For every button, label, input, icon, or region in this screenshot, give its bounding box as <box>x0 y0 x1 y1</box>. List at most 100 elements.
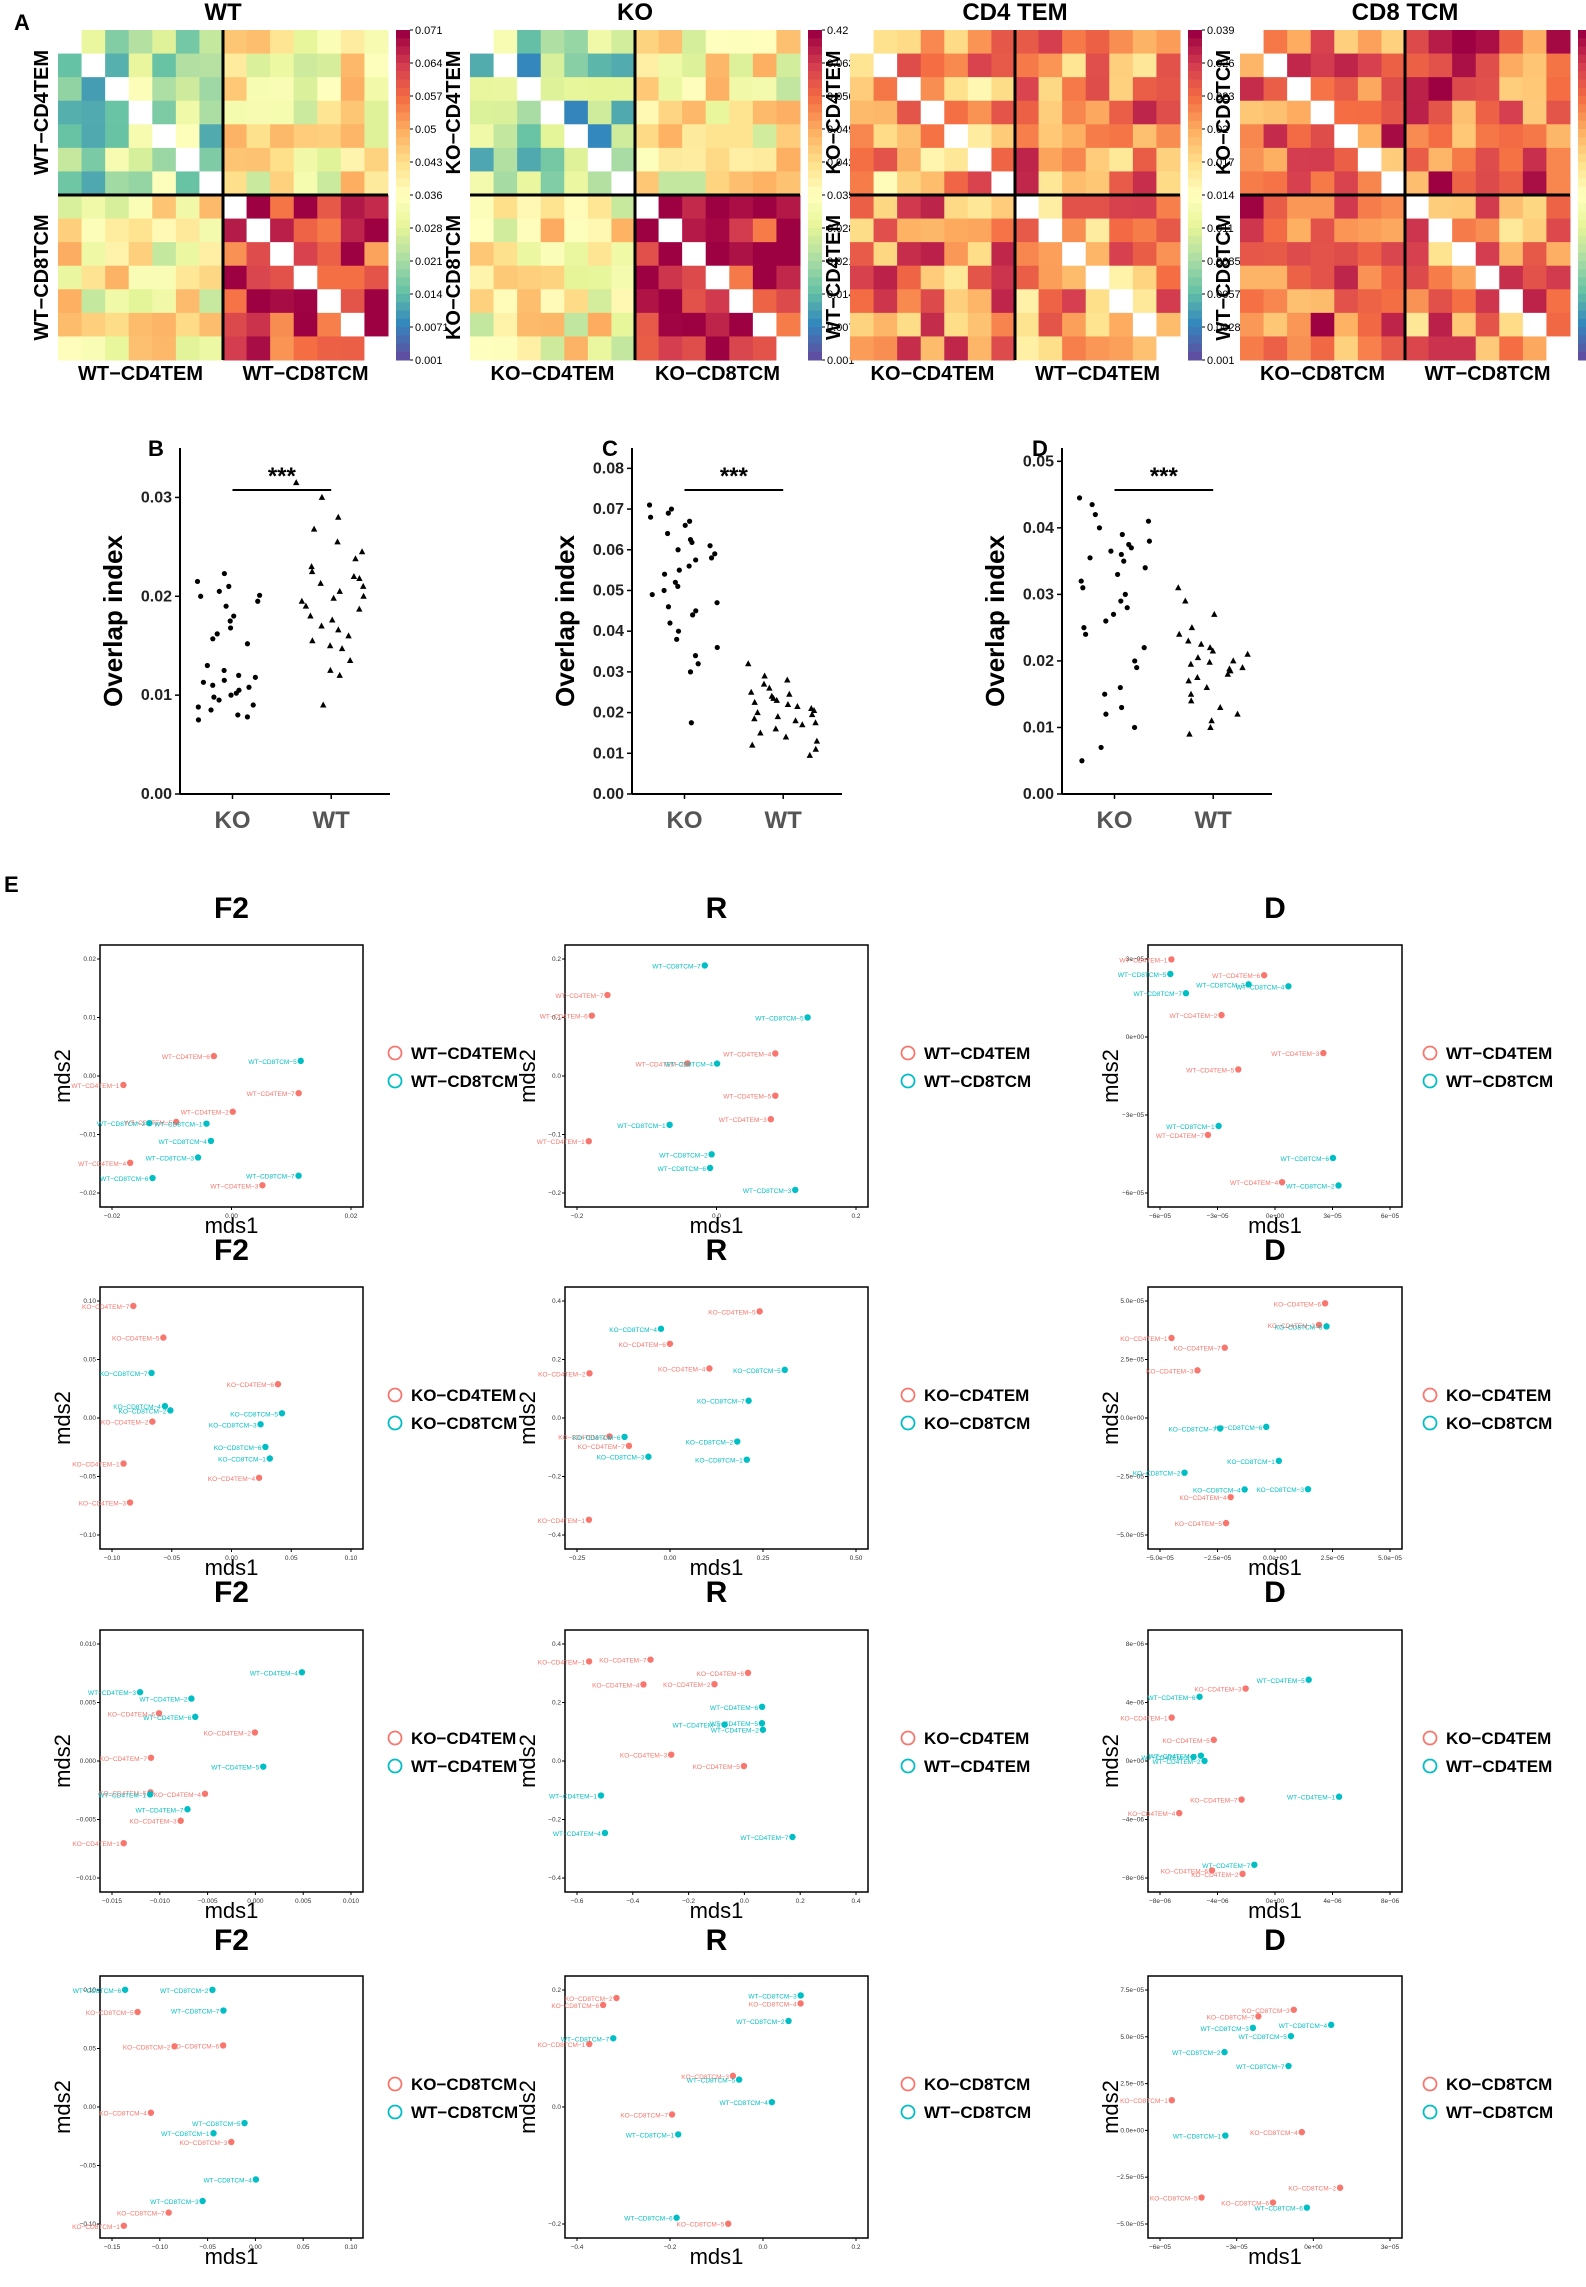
data-point-ko <box>687 669 694 675</box>
colorbar-tick-label: 0.064 <box>415 58 443 70</box>
mds-point-label: WT−CD4TEM−6 <box>540 1014 588 1021</box>
mds-point <box>673 2214 680 2221</box>
mds-point <box>1320 1049 1327 1057</box>
heatmap-cell <box>1038 289 1063 314</box>
heatmap-cell <box>752 147 777 172</box>
heatmap-cell <box>897 124 922 149</box>
heatmap-cell <box>1405 289 1430 314</box>
mds-point <box>126 1159 134 1167</box>
colorbar-segment <box>1188 269 1202 278</box>
mds-y-tick-label: −0.2 <box>548 1190 561 1197</box>
mds-x-tick-label: 3e−05 <box>1381 2244 1400 2251</box>
mds-point <box>604 991 611 999</box>
heatmap-cell <box>152 242 177 267</box>
heatmap-cell <box>682 147 707 172</box>
heatmap-cell <box>105 147 130 172</box>
mds-y-label: mds2 <box>515 1049 540 1103</box>
mds-title: R <box>706 892 728 925</box>
heatmap-cell <box>1475 171 1500 196</box>
heatmap-cell <box>246 218 271 243</box>
heatmap-cell <box>776 289 801 314</box>
heatmap-cell <box>967 218 992 243</box>
mds-point-label: WT−CD8TCM−1 <box>161 2131 210 2138</box>
heatmap-cell <box>1381 289 1406 314</box>
data-point-ko <box>672 579 678 585</box>
heatmap-cell <box>729 124 754 149</box>
heatmap-cell <box>364 147 389 172</box>
colorbar-tick-label: 0.049 <box>827 124 855 136</box>
heatmap-cell <box>1546 265 1571 290</box>
heatmap-cell <box>1132 265 1157 290</box>
heatmap-cell <box>587 171 612 196</box>
heatmap-title: WT <box>204 0 242 26</box>
mds-point-label: KO−CD8TCM−2 <box>686 1440 734 1447</box>
colorbar-segment <box>1578 30 1586 39</box>
mds-point <box>711 1680 718 1688</box>
heatmap-cell <box>587 77 612 102</box>
heatmap-cell <box>682 242 707 267</box>
heatmap-cell <box>1263 312 1288 337</box>
heatmap-cell <box>1357 336 1382 361</box>
heatmap-cell <box>1452 312 1477 337</box>
heatmap-cell <box>1334 195 1359 220</box>
mds-y-tick-label: 0.2 <box>552 1357 561 1364</box>
heatmap-cell <box>199 195 224 220</box>
heatmap-cell <box>470 312 495 337</box>
mds-x-tick-label: 0.2 <box>796 1898 805 1905</box>
colorbar-tick-label: 0.42 <box>827 25 848 37</box>
data-point-ko <box>708 555 715 561</box>
mds-y-tick-label: 0.010 <box>80 1641 97 1648</box>
mds-x-label: mds1 <box>205 1898 259 1923</box>
colorbar-segment <box>808 244 822 254</box>
heatmap-cell <box>540 265 565 290</box>
heatmap-cell <box>199 312 224 337</box>
mds-point <box>1287 2032 1295 2040</box>
data-point-ko <box>216 588 222 594</box>
heatmap-cell <box>776 124 801 149</box>
heatmap-cell <box>1038 53 1063 78</box>
mds-point <box>1285 983 1292 990</box>
colorbar-segment <box>1578 153 1586 163</box>
mds-point <box>586 1370 593 1377</box>
heatmap-cell <box>1546 124 1571 149</box>
mds-point-label: KO−CD8TCM−6 <box>573 1435 621 1442</box>
heatmap-cell <box>991 171 1016 196</box>
mds-y-tick-label: −5.0e−05 <box>1117 2221 1145 2228</box>
mds-x-tick-label: 0.25 <box>757 1555 770 1562</box>
heatmap-cell <box>1405 336 1430 361</box>
colorbar-segment <box>1188 285 1202 295</box>
heatmap-cell <box>105 312 130 337</box>
mds-x-tick-label: −6e−05 <box>1149 2244 1171 2251</box>
heatmap-cell <box>340 171 365 196</box>
mds-x-tick-label: 0.2 <box>851 1213 860 1220</box>
heatmap-cell <box>1263 195 1288 220</box>
heatmap-cell <box>105 336 130 361</box>
colorbar-segment <box>1578 252 1586 262</box>
data-point-wt <box>786 690 793 697</box>
heatmap-cell <box>1287 124 1312 149</box>
heatmap-cell <box>1334 30 1359 55</box>
data-point-ko <box>1117 684 1123 691</box>
heatmap-cell <box>705 100 730 125</box>
heatmap-cell <box>1499 100 1524 125</box>
heatmap-cell <box>850 265 875 290</box>
heatmap-cell <box>1109 195 1134 220</box>
mds-x-label: mds1 <box>1248 1555 1302 1580</box>
heatmap-cell <box>540 336 565 361</box>
heatmap-cell <box>223 147 248 172</box>
heatmap-cell <box>1405 124 1430 149</box>
heatmap-cell <box>1132 147 1157 172</box>
x-tick-label: WT <box>313 807 351 834</box>
data-point-wt <box>310 525 318 532</box>
colorbar-segment <box>1578 112 1586 122</box>
heatmap-cell <box>850 53 875 78</box>
heatmap-cell <box>1132 218 1157 243</box>
colorbar-segment <box>808 96 822 105</box>
colorbar-segment <box>396 38 410 47</box>
heatmap-cell <box>517 265 542 290</box>
heatmap-cell <box>517 336 542 361</box>
colorbar-segment <box>1578 87 1586 97</box>
heatmap-cell <box>317 77 342 102</box>
